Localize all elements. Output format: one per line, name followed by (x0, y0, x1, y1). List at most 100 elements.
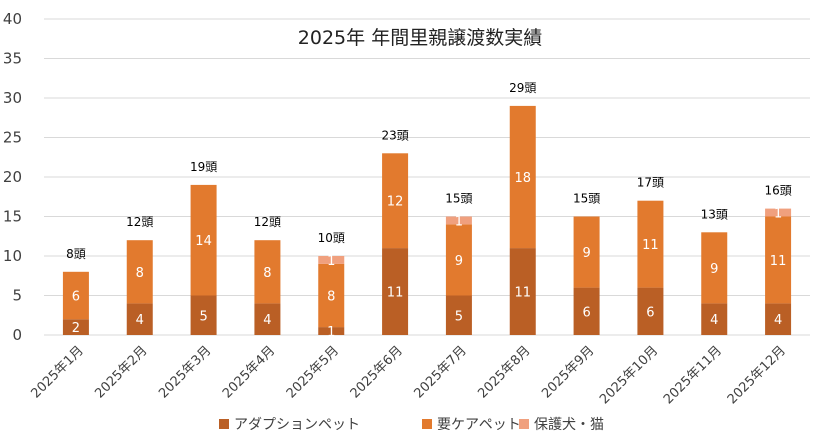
total-label: 15頭 (573, 192, 600, 206)
segment-value-label: 11 (642, 238, 659, 253)
bar-segment (637, 287, 664, 335)
bar-segment (382, 153, 409, 249)
x-tick-label: 2025年6月 (348, 343, 406, 401)
y-tick-label: 10 (3, 247, 22, 265)
bar-segment (573, 287, 600, 335)
total-label: 10頭 (318, 231, 345, 245)
legend-swatch (519, 419, 529, 429)
segment-value-label: 6 (646, 305, 654, 320)
bar-segment (445, 216, 472, 225)
segment-value-label: 11 (387, 286, 404, 301)
total-label: 23頭 (381, 128, 408, 142)
total-label: 15頭 (445, 192, 472, 206)
segment-value-label: 8 (327, 290, 335, 305)
bar-segment (573, 216, 600, 288)
y-tick-label: 30 (3, 89, 22, 107)
bar-segment (445, 224, 472, 296)
segment-value-label: 1 (327, 325, 335, 340)
bar-segment (765, 208, 792, 217)
bar-segment (509, 248, 536, 335)
segment-value-label: 9 (455, 254, 463, 269)
y-tick-label: 20 (3, 168, 22, 186)
segment-value-label: 4 (774, 313, 782, 328)
segment-value-label: 1 (327, 254, 335, 269)
total-label: 12頭 (254, 215, 281, 229)
x-tick-label: 2025年8月 (475, 343, 533, 401)
total-label: 29頭 (509, 81, 536, 95)
legend-label: アダプションペット (234, 417, 360, 433)
segment-value-label: 12 (387, 195, 404, 210)
bar-segment (62, 319, 89, 335)
legend-label: 保護犬・猫 (534, 417, 604, 433)
bar-segment (445, 295, 472, 335)
x-axis-ticks: 2025年1月 2025年2月 2025年3月 2025年4月 2025年5月 2025年… (29, 343, 789, 407)
y-tick-label: 5 (12, 287, 22, 305)
segment-value-label: 5 (199, 309, 207, 324)
bar-segment (382, 248, 409, 335)
y-tick-label: 35 (3, 50, 22, 68)
legend-swatch (219, 419, 229, 429)
bar-segment (190, 295, 217, 335)
x-tick-label: 2025年2月 (92, 343, 150, 401)
bar-segment (637, 200, 664, 288)
bar-segment (62, 271, 89, 320)
segment-value-label: 5 (455, 309, 463, 324)
segment-value-label: 9 (710, 262, 718, 277)
x-tick-label: 2025年7月 (412, 343, 470, 401)
bar-segment (701, 232, 728, 304)
total-label: 17頭 (637, 176, 664, 190)
legend-swatch (422, 419, 432, 429)
segment-value-label: 4 (710, 313, 718, 328)
bar-segment (190, 184, 217, 296)
bar-segment (318, 263, 345, 328)
segment-value-label: 9 (582, 246, 590, 261)
x-tick-label: 2025年4月 (220, 343, 278, 401)
y-tick-label: 15 (3, 208, 22, 226)
chart-title: 2025年 年間里親譲渡数実績 (298, 27, 542, 49)
x-tick-label: 2025年3月 (156, 343, 214, 401)
x-tick-label: 2025年12月 (725, 343, 789, 407)
total-labels: 8頭 12頭 19頭 12頭 10頭 23頭 15頭 29頭 15頭 17頭 13頭 16頭 (66, 81, 792, 261)
segment-value-label: 18 (514, 171, 531, 186)
segment-value-label: 11 (770, 254, 787, 269)
segment-value-label: 4 (263, 313, 271, 328)
bar-segment (701, 303, 728, 335)
x-tick-label: 2025年5月 (284, 343, 342, 401)
bar-segment (509, 105, 536, 249)
x-tick-label: 2025年9月 (539, 343, 597, 401)
bar-segment (126, 303, 153, 335)
segment-value-label: 6 (72, 290, 80, 305)
segment-value-label: 1 (455, 214, 463, 229)
segment-value-label: 14 (195, 234, 212, 249)
bar-segment (765, 216, 792, 304)
segment-value-label: 1 (774, 207, 782, 222)
total-label: 12頭 (126, 215, 153, 229)
segment-value-label: 2 (72, 321, 80, 336)
total-label: 13頭 (701, 207, 728, 221)
y-tick-label: 40 (3, 10, 22, 28)
bar-segment (318, 256, 345, 264)
segment-value-label: 8 (263, 266, 271, 281)
total-label: 8頭 (66, 247, 86, 261)
y-tick-label: 0 (12, 326, 22, 344)
bars (62, 105, 792, 335)
x-tick-label: 2025年11月 (661, 343, 725, 407)
legend: アダプションペット 要ケアペット 保護犬・猫 (219, 417, 604, 433)
segment-value-label: 11 (514, 286, 531, 301)
bar-segment (254, 240, 281, 304)
y-axis-ticks: 0 5 10 15 20 25 30 35 40 (3, 10, 22, 344)
legend-label: 要ケアペット (437, 417, 521, 433)
x-tick-label: 2025年10月 (597, 343, 661, 407)
total-label: 19頭 (190, 160, 217, 174)
total-label: 16頭 (764, 184, 791, 198)
bar-segment (318, 327, 345, 335)
gridlines (44, 18, 810, 336)
bar-segment (254, 303, 281, 335)
bar-segment (765, 303, 792, 335)
y-tick-label: 25 (3, 129, 22, 147)
segment-value-label: 4 (136, 313, 144, 328)
segment-value-label: 8 (136, 266, 144, 281)
bar-segment (126, 240, 153, 304)
